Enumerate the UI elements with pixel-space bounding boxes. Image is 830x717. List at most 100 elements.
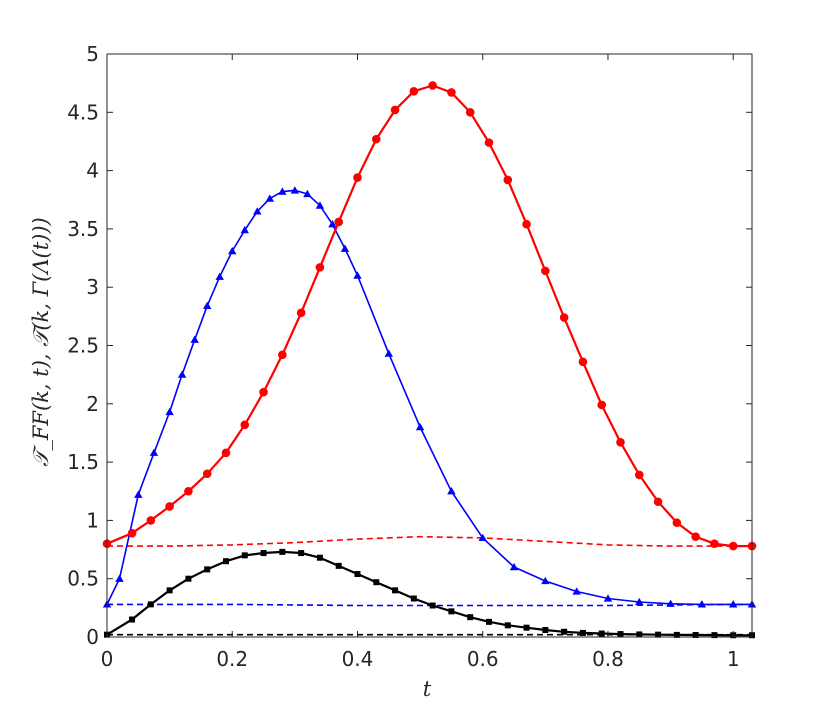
data-point-circle — [315, 263, 325, 272]
data-point-square — [392, 587, 399, 594]
data-point-circle — [578, 357, 588, 367]
data-point-triangle — [729, 600, 738, 608]
data-point-triangle — [303, 189, 312, 198]
data-point-triangle — [340, 244, 350, 252]
data-point-square — [636, 631, 643, 638]
data-point-triangle — [447, 487, 456, 495]
data-point-circle — [296, 308, 306, 318]
data-point-circle — [728, 541, 738, 551]
data-point-circle — [428, 81, 437, 90]
data-point-square — [598, 630, 605, 637]
data-point-circle — [146, 516, 156, 525]
data-point-circle — [127, 528, 137, 538]
data-point-square — [316, 554, 323, 561]
data-point-triangle — [278, 187, 287, 195]
data-point-circle — [447, 88, 456, 97]
data-point-triangle — [478, 533, 487, 542]
y-tick-label: 3 — [86, 275, 99, 299]
data-point-circle — [240, 420, 250, 430]
data-point-triangle — [190, 335, 199, 343]
data-point-circle — [409, 87, 419, 96]
y-tick-label: 5 — [86, 42, 99, 66]
data-point-square — [485, 618, 492, 625]
data-point-triangle — [415, 422, 425, 431]
data-point-square — [542, 627, 549, 634]
y-tick-label: 0 — [86, 625, 99, 649]
data-point-square — [561, 628, 568, 635]
y-tick-label: 4.5 — [67, 100, 99, 124]
data-point-circle — [334, 217, 343, 227]
data-point-square — [410, 595, 417, 602]
data-point-circle — [465, 108, 475, 117]
data-point-triangle — [328, 220, 337, 228]
data-point-circle — [221, 448, 231, 458]
data-point-triangle — [635, 597, 644, 606]
data-point-circle — [503, 175, 513, 185]
data-point-square — [711, 632, 718, 639]
data-point-square — [467, 614, 474, 621]
y-axis-label: 𝒯_FF(k, t), 𝒯(k, Γ(Λ(t))) — [29, 217, 53, 466]
data-point-circle — [390, 105, 400, 115]
data-point-circle — [616, 437, 625, 447]
data-point-circle — [371, 134, 381, 144]
data-point-square — [617, 631, 624, 638]
data-point-triangle — [265, 194, 275, 202]
data-point-triangle — [384, 349, 393, 357]
data-point-triangle — [253, 207, 262, 215]
data-point-triangle — [228, 246, 237, 255]
data-point-circle — [653, 497, 663, 507]
data-point-square — [185, 575, 192, 582]
data-point-square — [147, 601, 154, 608]
x-axis-label: t — [423, 677, 432, 701]
y-tick-label: 2 — [86, 392, 99, 416]
series-line — [107, 535, 752, 547]
data-point-square — [222, 558, 229, 565]
data-point-triangle — [115, 574, 124, 582]
data-point-circle — [202, 469, 212, 479]
data-point-circle — [259, 387, 268, 397]
y-tick-label: 4 — [86, 159, 99, 183]
data-point-square — [335, 562, 342, 569]
data-point-square — [166, 587, 173, 594]
x-tick-label: 0 — [101, 647, 114, 671]
data-point-triangle — [666, 599, 675, 607]
data-point-triangle — [240, 225, 249, 234]
y-tick-label: 1 — [86, 508, 99, 532]
x-tick-label: 1 — [727, 647, 740, 671]
series-line — [107, 603, 752, 607]
y-tick-label: 3.5 — [67, 217, 99, 241]
data-point-triangle — [603, 594, 613, 602]
data-point-circle — [278, 350, 287, 360]
data-point-triangle — [541, 576, 550, 585]
data-point-circle — [710, 539, 719, 549]
data-point-triangle — [165, 407, 174, 416]
data-point-square — [241, 552, 248, 559]
data-point-triangle — [353, 271, 362, 279]
data-point-circle — [522, 219, 531, 229]
data-point-triangle — [134, 490, 143, 498]
x-tick-label: 0.6 — [467, 647, 499, 671]
data-point-circle — [559, 313, 569, 322]
data-point-triangle — [572, 587, 581, 595]
x-tick-label: 0.2 — [216, 647, 248, 671]
data-point-square — [129, 616, 136, 623]
data-point-circle — [484, 138, 494, 147]
data-point-square — [260, 550, 267, 557]
data-point-square — [504, 622, 511, 629]
data-point-square — [673, 631, 680, 638]
axes: 0 0.2 0.4 0.6 0.8 1 0 0.5 1 1.5 2 2.5 3 3.5 4 4.5 5 — [67, 42, 753, 671]
data-point-square — [354, 571, 361, 578]
data-point-triangle — [215, 272, 224, 280]
data-point-square — [523, 624, 530, 631]
data-point-circle — [634, 470, 644, 480]
data-point-circle — [691, 532, 700, 542]
data-point-circle — [184, 486, 193, 496]
data-point-square — [429, 602, 436, 609]
data-point-triangle — [697, 600, 707, 608]
data-point-triangle — [290, 186, 300, 194]
y-tick-label: 0.5 — [67, 567, 99, 591]
plot-area — [102, 81, 757, 639]
data-point-square — [448, 608, 455, 615]
